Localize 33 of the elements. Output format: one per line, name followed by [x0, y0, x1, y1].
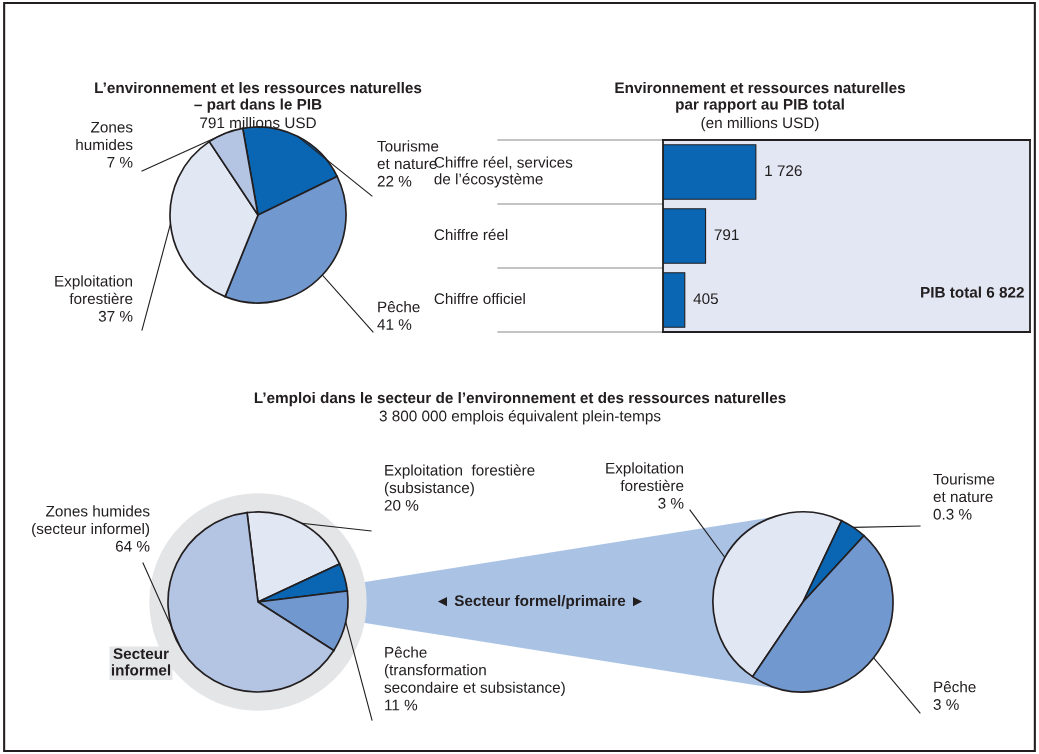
text: Secteur informel	[111, 648, 171, 676]
data-label: 3 %	[658, 497, 684, 509]
band-label: PIB total 6 822	[921, 286, 1024, 298]
chart-title: Environnement et ressources naturelles par rapport au PIB total	[615, 82, 905, 113]
slice-label: Zones humides (secteur informel)	[32, 505, 150, 538]
data-label: 1 726	[765, 165, 802, 177]
y-tick-label: Chiffre officiel	[434, 292, 525, 305]
data-label: 791	[714, 229, 739, 241]
data-label: 0.3 %	[933, 508, 972, 520]
slice-label: Zones humides	[76, 121, 133, 151]
slice-label: Pêche	[934, 681, 976, 693]
data-label: 41 %	[377, 319, 412, 330]
data-label: 3 %	[933, 699, 959, 710]
slice-label: Exploitation forestière (subsistance)	[384, 464, 535, 497]
chart-subtitle: 791 millions USD	[200, 117, 316, 129]
chart-title: L’environnement et les ressources naturelles – part dans le PIB	[95, 82, 422, 113]
y-tick-label: Chiffre réel	[434, 228, 508, 241]
data-label: 22 %	[377, 175, 412, 187]
data-label: 11 %	[385, 699, 418, 711]
data-label: 7 %	[107, 156, 133, 168]
slice-label: Pêche (transformation secondaire et subsistance)	[384, 646, 565, 696]
slice-label: Exploitation forestière	[606, 462, 684, 492]
chart-subtitle: 3 800 000 emplois équivalent plein-temps	[379, 410, 661, 425]
data-label: 20 %	[384, 499, 419, 511]
text: ◄ Secteur formel/primaire ►	[437, 594, 643, 610]
slice-label: Tourisme et nature	[933, 473, 995, 503]
data-label: 37 %	[98, 310, 133, 322]
data-label: 405	[693, 293, 718, 305]
chart-subtitle: (en millions USD)	[701, 117, 819, 132]
slice-label: Exploitation forestière	[55, 275, 133, 305]
data-label: 64 %	[115, 540, 150, 552]
chart-title: L’emploi dans le secteur de l’environnement et des ressources naturelles	[254, 392, 786, 407]
slice-label: Pêche	[378, 301, 420, 313]
